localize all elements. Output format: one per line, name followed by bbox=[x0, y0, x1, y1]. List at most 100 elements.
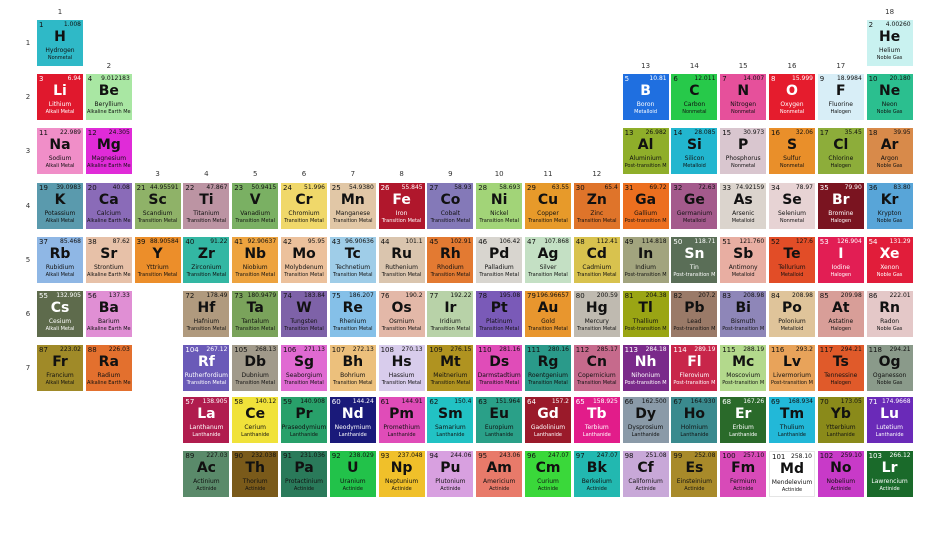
element-cell-gd[interactable]: 64 157.2 Gd Gadolinium Lanthanide bbox=[525, 397, 571, 443]
element-cell-pd[interactable]: 46 106.42 Pd Palladium Transition Metal bbox=[476, 236, 523, 283]
element-cell-sb[interactable]: 51 121.760 Sb Antimony Metalloid bbox=[720, 236, 767, 283]
element-cell-zr[interactable]: 40 91.22 Zr Zirconium Transition Metal bbox=[183, 236, 230, 283]
element-cell-mt[interactable]: 109 276.15 Mt Meitnerium Transition Metal bbox=[427, 345, 474, 392]
element-cell-cr[interactable]: 24 51.996 Cr Chromium Transition Metal bbox=[281, 182, 327, 229]
element-cell-p[interactable]: 15 30.973 P Phosphorus Nonmetal bbox=[720, 128, 767, 175]
element-cell-th[interactable]: 90 232.038 Th Thorium Actinide bbox=[232, 451, 279, 497]
element-cell-pt[interactable]: 78 195.08 Pt Platinum Transition Metal bbox=[476, 291, 523, 337]
element-cell-os[interactable]: 76 190.2 Os Osmium Transition Metal bbox=[378, 291, 425, 337]
element-cell-nh[interactable]: 113 284.18 Nh Nihonium Post-transition M bbox=[622, 345, 669, 392]
element-cell-nd[interactable]: 60 144.24 Nd Neodymium Lanthanide bbox=[329, 397, 376, 443]
element-cell-lu[interactable]: 71 174.9668 Lu Lutetium Lanthanide bbox=[866, 397, 913, 443]
element-cell-dy[interactable]: 66 162.500 Dy Dysprosium Lanthanide bbox=[622, 397, 669, 443]
element-cell-ac[interactable]: 89 227.03 Ac Actinium Actinide bbox=[183, 451, 230, 497]
element-cell-be[interactable]: 4 9.012183 Be Beryllium Alkaline Earth Me bbox=[85, 74, 132, 121]
element-cell-al[interactable]: 13 26.982 Al Aluminium Post-transition M bbox=[622, 128, 669, 175]
element-cell-o[interactable]: 8 15.999 O Oxygen Nonmetal bbox=[769, 74, 815, 121]
element-cell-au[interactable]: 79 196.96657 Au Gold Transition Metal bbox=[525, 291, 571, 337]
element-cell-tl[interactable]: 81 204.38 Tl Thallium Post-transition M bbox=[622, 291, 669, 337]
element-cell-ni[interactable]: 28 58.693 Ni Nickel Transition Metal bbox=[476, 182, 523, 229]
element-cell-si[interactable]: 14 28.085 Si Silicon Metalloid bbox=[671, 128, 718, 175]
element-cell-w[interactable]: 74 183.84 W Tungsten Transition Metal bbox=[281, 291, 327, 337]
element-cell-hs[interactable]: 108 270.13 Hs Hassium Transition Metal bbox=[378, 345, 425, 392]
element-cell-mo[interactable]: 42 95.95 Mo Molybdenum Transition Metal bbox=[281, 236, 327, 283]
element-cell-po[interactable]: 84 208.98 Po Polonium Metalloid bbox=[769, 291, 815, 337]
element-cell-rh[interactable]: 45 102.91 Rh Rhodium Transition Metal bbox=[427, 236, 474, 283]
element-cell-cl[interactable]: 17 35.45 Cl Chlorine Halogen bbox=[817, 128, 864, 175]
element-cell-na[interactable]: 11 22.989 Na Sodium Alkali Metal bbox=[37, 128, 83, 175]
element-cell-f[interactable]: 9 18.9984 F Fluorine Halogen bbox=[817, 74, 864, 121]
element-cell-ga[interactable]: 31 69.72 Ga Gallium Post-transition M bbox=[622, 182, 669, 229]
element-cell-y[interactable]: 39 88.90584 Y Yttrium Transition Metal bbox=[134, 236, 181, 283]
element-cell-sm[interactable]: 62 150.4 Sm Samarium Lanthanide bbox=[427, 397, 474, 443]
element-cell-i[interactable]: 53 126.904 I Iodine Halogen bbox=[817, 236, 864, 283]
element-cell-eu[interactable]: 63 151.964 Eu Europium Lanthanide bbox=[476, 397, 523, 443]
element-cell-se[interactable]: 34 78.97 Se Selenium Nonmetal bbox=[769, 182, 815, 229]
element-cell-ds[interactable]: 110 281.16 Ds Darmstadtium Transition Metal bbox=[476, 345, 523, 392]
element-cell-ru[interactable]: 44 101.1 Ru Ruthenium Transition Metal bbox=[378, 236, 425, 283]
element-cell-ca[interactable]: 20 40.08 Ca Calcium Alkaline Earth Me bbox=[85, 182, 132, 229]
element-cell-mc[interactable]: 115 288.19 Mc Moscovium Post-transition M bbox=[720, 345, 767, 392]
element-cell-sr[interactable]: 38 87.62 Sr Strontium Alkaline Earth Me bbox=[85, 236, 132, 283]
element-cell-fe[interactable]: 26 55.845 Fe Iron Transition Metal bbox=[378, 182, 425, 229]
element-cell-og[interactable]: 118 294.21 Og Oganesson Noble Gas bbox=[866, 345, 913, 392]
element-cell-te[interactable]: 52 127.6 Te Tellurium Metalloid bbox=[769, 236, 815, 283]
element-cell-db[interactable]: 105 268.13 Db Dubnium Transition Metal bbox=[232, 345, 279, 392]
element-cell-tc[interactable]: 43 96.90636 Tc Technetium Transition Metal bbox=[329, 236, 376, 283]
element-cell-b[interactable]: 5 10.81 B Boron Metalloid bbox=[622, 74, 669, 121]
element-cell-rb[interactable]: 37 85.468 Rb Rubidium Alkali Metal bbox=[37, 236, 83, 283]
element-cell-ir[interactable]: 77 192.22 Ir Iridium Transition Metal bbox=[427, 291, 474, 337]
element-cell-s[interactable]: 16 32.06 S Sulfur Nonmetal bbox=[769, 128, 815, 175]
element-cell-pu[interactable]: 94 244.06 Pu Plutonium Actinide bbox=[427, 451, 474, 497]
element-cell-li[interactable]: 3 6.94 Li Lithium Alkali Metal bbox=[37, 74, 83, 121]
element-cell-cs[interactable]: 55 132.905 Cs Cesium Alkali Metal bbox=[37, 291, 83, 337]
element-cell-hg[interactable]: 80 200.59 Hg Mercury Transition Metal bbox=[573, 291, 620, 337]
element-cell-fr[interactable]: 87 223.02 Fr Francium Alkali Metal bbox=[37, 345, 83, 392]
element-cell-zn[interactable]: 30 65.4 Zn Zinc Transition Metal bbox=[573, 182, 620, 229]
element-cell-mn[interactable]: 25 54.9380 Mn Manganese Transition Metal bbox=[329, 182, 376, 229]
element-cell-rg[interactable]: 111 280.16 Rg Roentgenium Transition Metal bbox=[525, 345, 571, 392]
element-cell-ti[interactable]: 22 47.867 Ti Titanium Transition Metal bbox=[183, 182, 230, 229]
element-cell-v[interactable]: 23 50.9415 V Vanadium Transition Metal bbox=[232, 182, 279, 229]
element-cell-bk[interactable]: 97 247.07 Bk Berkelium Actinide bbox=[573, 451, 620, 497]
element-cell-rf[interactable]: 104 267.12 Rf Rutherfordium Transition Metal bbox=[183, 345, 230, 392]
element-cell-hf[interactable]: 72 178.49 Hf Hafnium Transition Metal bbox=[183, 291, 230, 337]
element-cell-xe[interactable]: 54 131.29 Xe Xenon Noble Gas bbox=[866, 236, 913, 283]
element-cell-pm[interactable]: 61 144.91 Pm Promethium Lanthanide bbox=[378, 397, 425, 443]
element-cell-lv[interactable]: 116 293.2 Lv Livermorium Post-transition M bbox=[769, 345, 815, 392]
element-cell-ta[interactable]: 73 180.9479 Ta Tantalum Transition Metal bbox=[232, 291, 279, 337]
element-cell-ba[interactable]: 56 137.33 Ba Barium Alkaline Earth Me bbox=[85, 291, 132, 337]
element-cell-ne[interactable]: 10 20.180 Ne Neon Noble Gas bbox=[866, 74, 913, 121]
element-cell-yb[interactable]: 70 173.05 Yb Ytterbium Lanthanide bbox=[817, 397, 864, 443]
element-cell-rn[interactable]: 86 222.01 Rn Radon Noble Gas bbox=[866, 291, 913, 337]
element-cell-ag[interactable]: 47 107.868 Ag Silver Transition Metal bbox=[525, 236, 571, 283]
element-cell-br[interactable]: 35 79.90 Br Bromine Halogen bbox=[817, 182, 864, 229]
element-cell-ts[interactable]: 117 294.21 Ts Tennessine Halogen bbox=[817, 345, 864, 392]
element-cell-u[interactable]: 92 238.029 U Uranium Actinide bbox=[329, 451, 376, 497]
element-cell-sn[interactable]: 50 118.71 Sn Tin Post-transition M bbox=[671, 236, 718, 283]
element-cell-he[interactable]: 2 4.00260 He Helium Noble Gas bbox=[866, 20, 913, 66]
element-cell-la[interactable]: 57 138.905 La Lanthanum Lanthanide bbox=[183, 397, 230, 443]
element-cell-sc[interactable]: 21 44.95591 Sc Scandium Transition Metal bbox=[134, 182, 181, 229]
element-cell-cf[interactable]: 98 251.08 Cf Californium Actinide bbox=[622, 451, 669, 497]
element-cell-tb[interactable]: 65 158.925 Tb Terbium Lanthanide bbox=[573, 397, 620, 443]
element-cell-kr[interactable]: 36 83.80 Kr Krypton Noble Gas bbox=[866, 182, 913, 229]
element-cell-ce[interactable]: 58 140.12 Ce Cerium Lanthanide bbox=[232, 397, 279, 443]
element-cell-pr[interactable]: 59 140.908 Pr Praseodymium Lanthanide bbox=[281, 397, 327, 443]
element-cell-sg[interactable]: 106 271.13 Sg Seaborgium Transition Metal bbox=[281, 345, 327, 392]
element-cell-tm[interactable]: 69 168.934 Tm Thulium Lanthanide bbox=[769, 397, 815, 443]
element-cell-ra[interactable]: 88 226.03 Ra Radium Alkaline Earth Me bbox=[85, 345, 132, 392]
element-cell-md[interactable]: 101 258.10 Md Mendelevium Actinide bbox=[769, 451, 815, 497]
element-cell-cn[interactable]: 112 285.17 Cn Copernicium Transition Metal bbox=[573, 345, 620, 392]
element-cell-pb[interactable]: 82 207.2 Pb Lead Post-transition M bbox=[671, 291, 718, 337]
element-cell-fl[interactable]: 114 289.19 Fl Flerovium Post-transition M bbox=[671, 345, 718, 392]
element-cell-c[interactable]: 6 12.011 C Carbon Nonmetal bbox=[671, 74, 718, 121]
element-cell-lr[interactable]: 103 266.12 Lr Lawrencium Actinide bbox=[866, 451, 913, 497]
element-cell-fm[interactable]: 100 257.10 Fm Fermium Actinide bbox=[720, 451, 767, 497]
element-cell-bi[interactable]: 83 208.98 Bi Bismuth Post-transition M bbox=[720, 291, 767, 337]
element-cell-ar[interactable]: 18 39.95 Ar Argon Noble Gas bbox=[866, 128, 913, 175]
element-cell-cd[interactable]: 48 112.41 Cd Cadmium Transition Metal bbox=[573, 236, 620, 283]
element-cell-np[interactable]: 93 237.048 Np Neptunium Actinide bbox=[378, 451, 425, 497]
element-cell-in[interactable]: 49 114.818 In Indium Post-transition M bbox=[622, 236, 669, 283]
element-cell-h[interactable]: 1 1.008 H Hydrogen Nonmetal bbox=[37, 20, 83, 66]
